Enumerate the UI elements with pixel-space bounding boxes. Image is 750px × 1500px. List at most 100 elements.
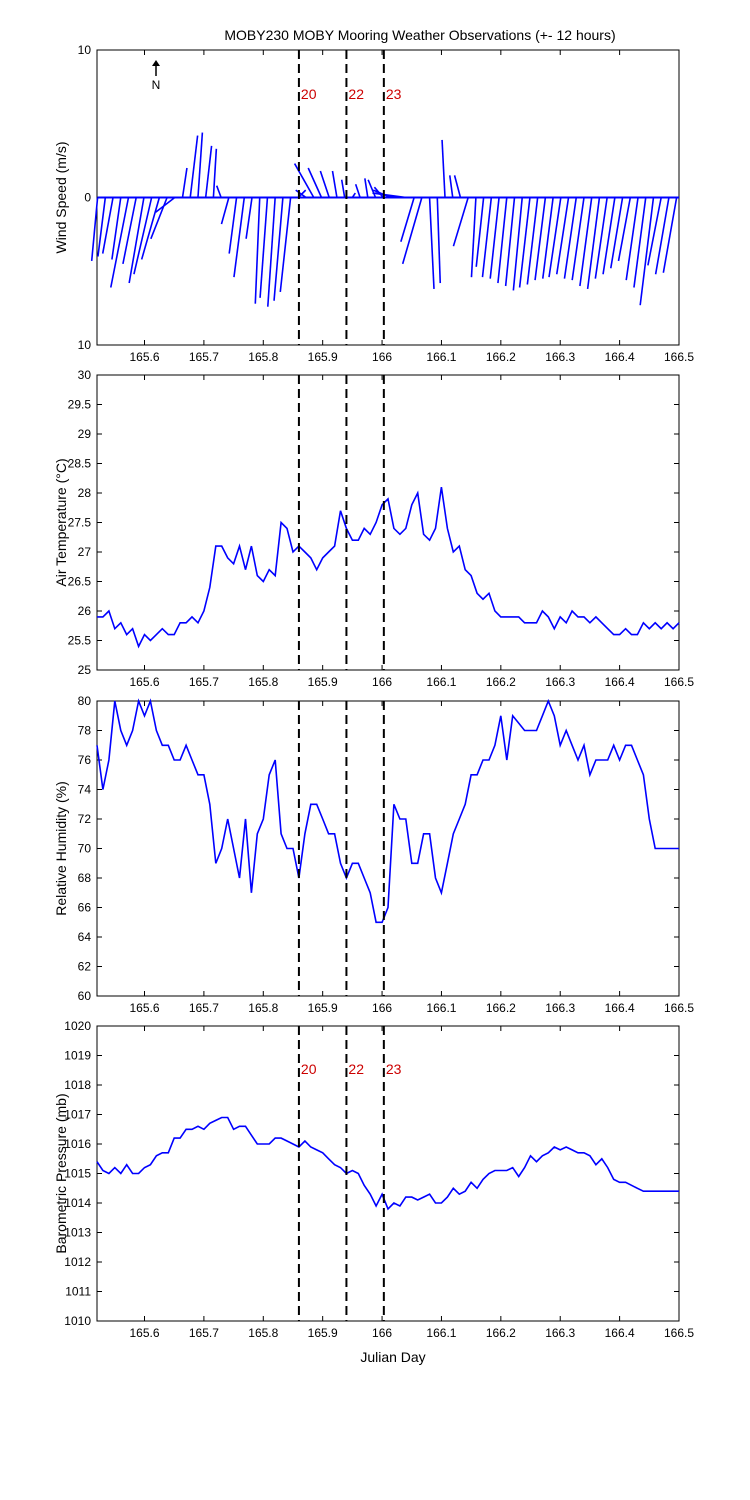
wind-vector: [563, 197, 578, 279]
wind-vector: [109, 197, 130, 288]
pressure-y-tick-label: 1011: [65, 1285, 91, 1299]
air-temperature-y-tick-label: 29.5: [68, 398, 92, 412]
wind-vector: [351, 192, 356, 198]
pressure-x-tick-label: 165.8: [248, 1326, 278, 1340]
pressure-x-tick-label: 166.3: [545, 1326, 575, 1340]
wind-vector: [453, 175, 462, 198]
wind-y-axis-label: Wind Speed (m/s): [53, 141, 69, 253]
wind-vector: [400, 197, 415, 242]
wind-event-marker-label: 22: [348, 86, 364, 102]
pressure-x-tick-label: 165.7: [189, 1326, 219, 1340]
humidity-y-tick-label: 80: [78, 694, 92, 708]
humidity-x-tick-label: 165.6: [129, 1001, 159, 1015]
humidity-y-tick-label: 68: [78, 871, 92, 885]
air-temperature-x-tick-label: 166.2: [486, 675, 516, 689]
wind-vector: [273, 197, 284, 301]
wind-panel: 165.6 165.7 165.8 165.9 166 166.1 166.2 166.3 16…: [53, 43, 694, 364]
air-temperature-x-tick-label: 166.4: [605, 675, 635, 689]
air-temperature-x-tick-label: 166: [372, 675, 392, 689]
wind-vector: [189, 135, 199, 198]
air-temperature-x-tick-label: 166.1: [426, 675, 456, 689]
wind-x-tick-label: 165.7: [189, 350, 219, 364]
humidity-series-line: [96, 698, 679, 924]
wind-x-tick-label: 165.9: [308, 350, 338, 364]
wind-x-tick-label: 166.3: [545, 350, 575, 364]
pressure-event-marker-label: 22: [348, 1061, 364, 1077]
humidity-x-tick-label: 165.7: [189, 1001, 219, 1015]
wind-vector: [497, 197, 508, 284]
wind-vector: [609, 197, 624, 269]
wind-x-tick-label: 166.5: [664, 350, 694, 364]
pressure-y-tick-label: 1015: [64, 1167, 91, 1181]
wind-vector: [307, 167, 323, 198]
wind-x-tick-label: 166.2: [486, 350, 516, 364]
pressure-y-tick-label: 1013: [64, 1226, 91, 1240]
air-temperature-y-tick-label: 26.5: [68, 575, 92, 589]
wind-vector: [489, 197, 500, 279]
air-temperature-y-tick-label: 30: [78, 368, 92, 382]
pressure-x-tick-label: 165.6: [129, 1326, 159, 1340]
pressure-y-tick-label: 1014: [64, 1196, 91, 1210]
humidity-x-tick-label: 166: [372, 1001, 392, 1015]
humidity-x-tick-label: 166.5: [664, 1001, 694, 1015]
wind-vector: [654, 197, 670, 275]
wind-vector: [101, 197, 114, 254]
pressure-x-tick-label: 166.1: [426, 1326, 456, 1340]
wind-vector: [97, 197, 107, 257]
humidity-x-tick-label: 166.3: [545, 1001, 575, 1015]
wind-vector: [372, 192, 407, 199]
air-temperature-y-tick-label: 27: [78, 545, 92, 559]
humidity-y-tick-label: 78: [78, 724, 92, 738]
wind-vector: [220, 197, 230, 225]
wind-vector: [526, 197, 539, 285]
wind-vector: [401, 197, 423, 265]
wind-vector: [428, 197, 435, 289]
humidity-axes-frame: [96, 700, 680, 997]
pressure-panel: 165.6 165.7 165.8 165.9 166 166.1 166.2 166.3 16…: [53, 1019, 694, 1340]
wind-vector: [215, 185, 222, 198]
wind-vector: [279, 197, 292, 292]
north-arrow-icon: N: [152, 60, 161, 92]
wind-vector: [586, 197, 601, 290]
wind-vector: [512, 197, 524, 291]
air-temperature-y-axis-label: Air Temperature (°C): [53, 458, 69, 586]
air-temperature-series-line: [97, 486, 680, 649]
wind-x-tick-label: 166: [372, 350, 392, 364]
wind-vector: [133, 197, 153, 275]
pressure-x-tick-label: 166.5: [664, 1326, 694, 1340]
wind-vector: [295, 189, 307, 199]
pressure-y-tick-label: 1019: [64, 1049, 91, 1063]
wind-vector: [90, 197, 99, 261]
air-temperature-x-tick-label: 165.9: [308, 675, 338, 689]
wind-vector: [111, 197, 122, 260]
pressure-y-axis-label: Barometric Pressure (mb): [53, 1093, 69, 1253]
pressure-series-line: [96, 1116, 679, 1211]
pressure-event-marker-label: 20: [301, 1061, 317, 1077]
wind-vector: [245, 197, 253, 239]
air-temperature-axes-frame: [96, 374, 680, 671]
humidity-x-tick-label: 165.8: [248, 1001, 278, 1015]
air-temperature-x-tick-label: 165.8: [248, 675, 278, 689]
wind-vector: [293, 163, 315, 198]
wind-vector: [212, 148, 218, 198]
air-temperature-y-tick-label: 25.5: [68, 634, 92, 648]
pressure-y-tick-label: 1017: [64, 1108, 91, 1122]
wind-y-tick-label: 10: [78, 43, 92, 57]
wind-vector: [475, 197, 485, 267]
chart-title: MOBY230 MOBY Mooring Weather Observation…: [224, 27, 615, 43]
pressure-y-tick-label: 1020: [64, 1019, 91, 1033]
humidity-y-tick-label: 72: [78, 812, 92, 826]
north-label: N: [152, 78, 161, 92]
wind-y-tick-label: 10: [78, 338, 92, 352]
wind-vector: [254, 197, 261, 304]
wind-vector: [625, 197, 639, 281]
wind-vector: [579, 197, 593, 287]
pressure-y-tick-label: 1016: [64, 1137, 91, 1151]
pressure-x-tick-label: 165.9: [308, 1326, 338, 1340]
wind-vector: [354, 183, 361, 198]
wind-vector: [319, 170, 330, 198]
air-temperature-y-tick-label: 26: [78, 604, 92, 618]
air-temperature-y-tick-label: 28.5: [68, 457, 92, 471]
wind-vector: [122, 197, 137, 265]
humidity-y-tick-label: 60: [78, 989, 92, 1003]
